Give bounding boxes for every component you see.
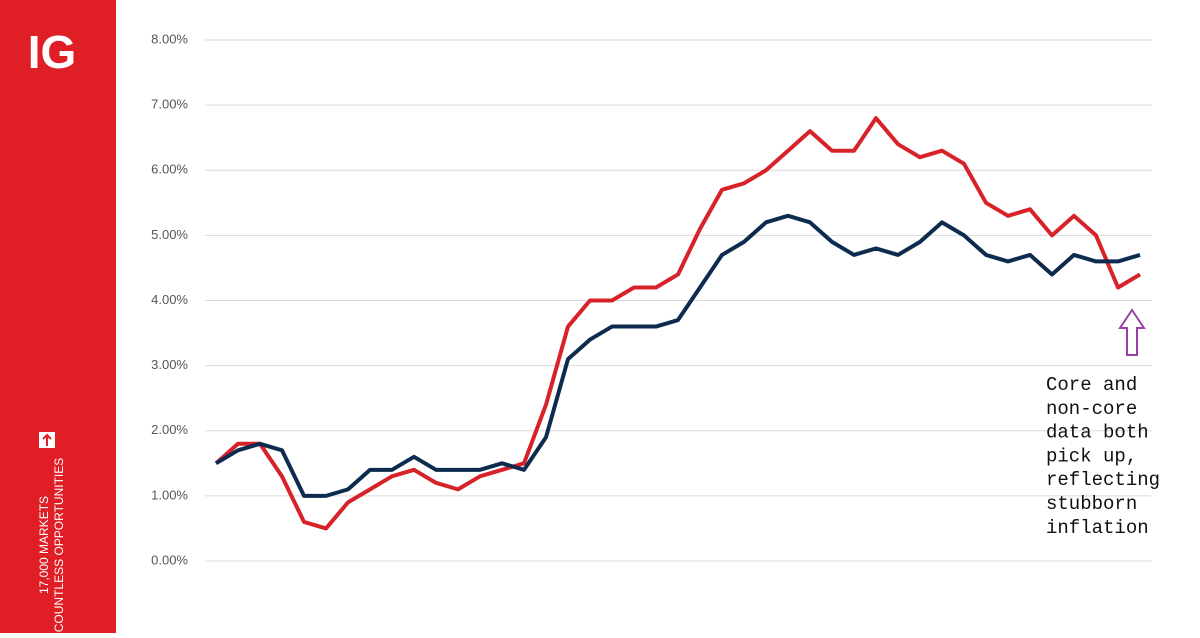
annotation: pick up,: [1046, 445, 1137, 467]
sidebar: [0, 0, 116, 633]
y-tick-label: 3.00%: [151, 357, 188, 372]
annotation: data both: [1046, 422, 1149, 444]
logo: IG: [28, 26, 77, 78]
annotation: inflation: [1046, 517, 1149, 539]
annotation: reflecting: [1046, 469, 1160, 491]
line: [214, 213, 1141, 498]
y-tick-label: 2.00%: [151, 422, 188, 437]
annotation: Core and: [1046, 374, 1137, 396]
y-tick-label: 1.00%: [151, 487, 188, 502]
y-tick-label: 5.00%: [151, 227, 188, 242]
tagline: COUNTLESS OPPORTUNITIES: [52, 458, 66, 632]
annotation: non-core: [1046, 398, 1137, 420]
y-tick-label: 6.00%: [151, 162, 188, 177]
annotation-arrow: [1118, 308, 1146, 356]
y-tick-label: 4.00%: [151, 292, 188, 307]
y-tick-label: 7.00%: [151, 97, 188, 112]
y-tick-label: 8.00%: [151, 31, 188, 46]
y-tick-label: 0.00%: [151, 552, 188, 567]
annotation: stubborn: [1046, 493, 1137, 515]
arrow-icon: [39, 432, 55, 448]
line: [214, 116, 1142, 531]
tagline: 17,000 MARKETS: [37, 496, 51, 594]
